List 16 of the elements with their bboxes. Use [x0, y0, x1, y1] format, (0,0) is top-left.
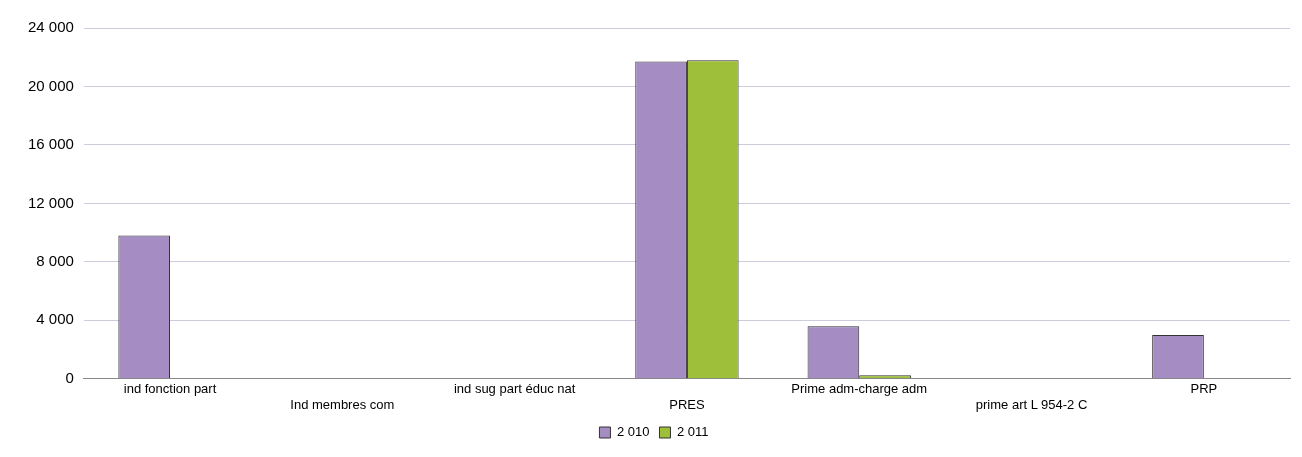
legend-label: 2 011 — [676, 424, 709, 440]
x-tick-label: Prime adm-charge adm — [791, 381, 928, 397]
x-tick-label: PRP — [1190, 381, 1218, 397]
y-tick-label: 4 000 — [36, 310, 74, 328]
x-tick-label: PRES — [669, 396, 705, 412]
y-tick-label: 24 000 — [27, 18, 74, 36]
legend-label: 2 010 — [616, 424, 650, 440]
y-tick-label: 16 000 — [27, 135, 74, 153]
y-tick-label: 20 000 — [27, 76, 74, 94]
y-tick-label: 0 — [65, 368, 74, 386]
x-tick-label: ind fonction part — [123, 381, 217, 397]
x-tick-label: Ind membres com — [290, 396, 395, 412]
x-tick-label: ind sug part éduc nat — [453, 381, 576, 397]
y-tick-label: 12 000 — [27, 193, 74, 211]
x-tick-label: prime art L 954-2 C — [975, 396, 1088, 412]
y-tick-label: 8 000 — [36, 252, 74, 270]
